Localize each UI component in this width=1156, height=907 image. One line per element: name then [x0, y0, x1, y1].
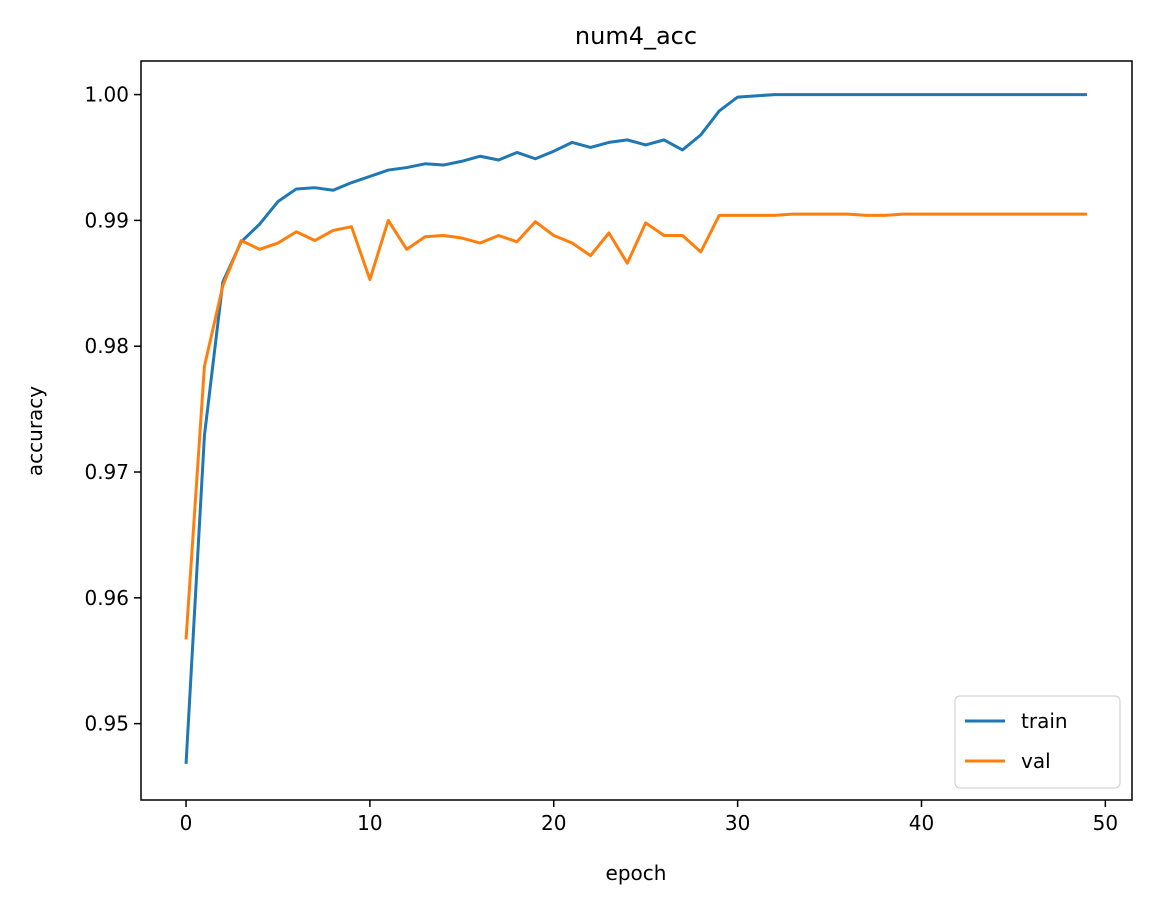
x-tick-label: 10 — [357, 811, 382, 835]
x-tick-label: 50 — [1093, 811, 1118, 835]
y-tick-label: 0.97 — [84, 460, 129, 484]
x-tick-label: 0 — [180, 811, 193, 835]
y-tick-label: 0.99 — [84, 208, 129, 232]
y-tick-label: 0.95 — [84, 712, 129, 736]
line-series — [184, 212, 1087, 640]
legend-box — [954, 695, 1121, 789]
x-axis-label: epoch — [606, 861, 667, 885]
legend-label: train — [1021, 709, 1068, 733]
line-series — [184, 93, 1087, 764]
y-tick-label: 1.00 — [84, 83, 129, 107]
y-axis-label: accuracy — [23, 386, 47, 476]
y-tick-label: 0.96 — [84, 586, 129, 610]
y-tick-label: 0.98 — [84, 334, 129, 358]
x-tick-label: 30 — [725, 811, 750, 835]
x-tick-label: 40 — [909, 811, 934, 835]
x-tick-label: 20 — [541, 811, 566, 835]
plot-frame — [140, 60, 1133, 801]
chart-title: num4_acc — [575, 22, 697, 50]
legend-label: val — [1021, 749, 1051, 773]
